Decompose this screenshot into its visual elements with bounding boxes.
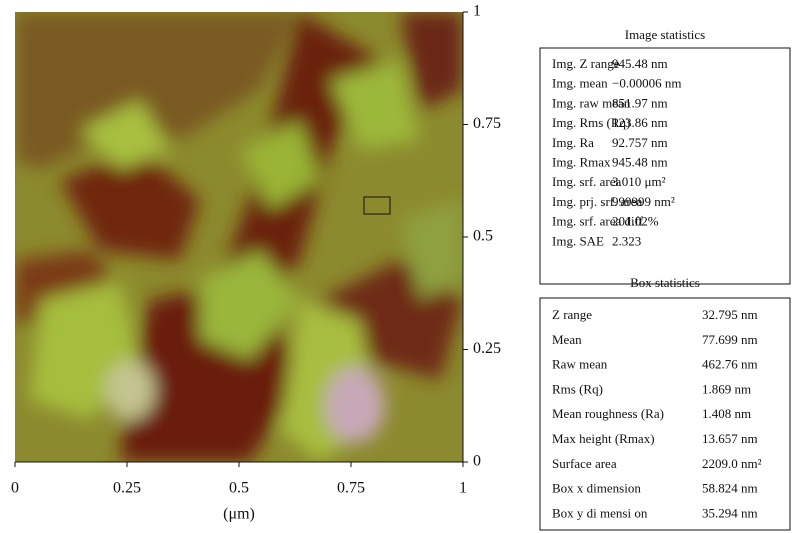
x-tick-label: 0.25 [113,480,141,497]
stat-label: Mean [552,332,582,347]
stat-label: Img. SAE [552,233,604,248]
x-tick-label: 0.75 [337,480,365,497]
afm-image [15,12,463,462]
stat-value: 3.010 μm² [612,174,666,189]
stat-label: Img. Z range [552,56,620,71]
stat-value: 999999 nm² [612,194,675,209]
stat-value: 945.48 nm [612,154,668,169]
stat-value: 123.86 nm [612,115,668,130]
table-title: Image statistics [625,27,706,42]
stat-label: Surface area [552,456,617,471]
stat-value: 1.408 nm [702,406,751,421]
stat-value: 462.76 nm [702,357,758,372]
y-tick-label: 0.5 [473,228,493,245]
x-axis-label: (μm) [223,506,255,523]
y-tick-label: 1 [473,3,481,20]
stat-label: Img. Rmax [552,154,611,169]
stat-value: 35.294 nm [702,505,758,520]
stat-value: 1.869 nm [702,381,751,396]
figure: (μm) Image statistics Box statistics 0 0.… [0,0,793,533]
stat-value: 92.757 nm [612,135,668,150]
stat-value: 945.48 nm [612,56,668,71]
y-tick-label: 0.25 [473,340,501,357]
stat-value: 32.795 nm [702,307,758,322]
stat-value: 77.699 nm [702,332,758,347]
stat-label: Mean roughness (Ra) [552,406,664,421]
stat-label: Img. Ra [552,135,594,150]
stat-value: 2209.0 nm² [702,456,762,471]
stat-label: Img. mean [552,76,608,91]
stat-value: −0.00006 nm [612,76,681,91]
table-title: Box statistics [630,275,700,290]
stat-label: Max height (Rmax) [552,431,655,446]
stat-value: 851.97 nm [612,95,668,110]
y-tick-label: 0.75 [473,115,501,132]
x-tick-label: 1 [459,480,467,497]
x-tick-label: 0.5 [229,480,249,497]
stat-label: Raw mean [552,357,608,372]
y-tick-label: 0 [473,453,481,470]
x-tick-label: 0 [11,480,19,497]
stat-label: Box y di mensi on [552,505,648,520]
stat-value: 58.824 nm [702,481,758,496]
stat-label: Box x dimension [552,481,641,496]
stat-label: Z range [552,307,592,322]
stat-label: Rms (Rq) [552,381,603,396]
stat-value: 201.02% [612,214,659,229]
stat-value: 2.323 [612,233,641,248]
stat-value: 13.657 nm [702,431,758,446]
